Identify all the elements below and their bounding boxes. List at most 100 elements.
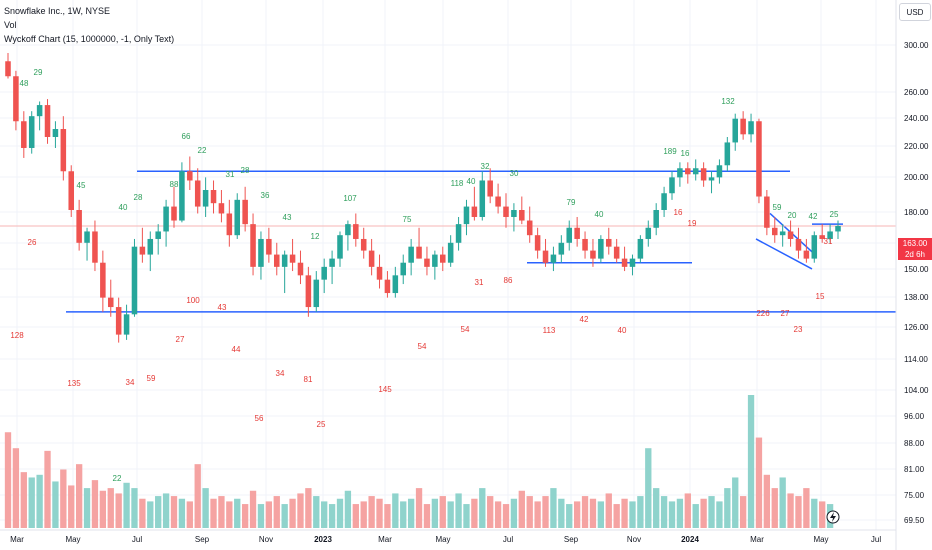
candle (558, 235, 565, 263)
candle-body (787, 231, 794, 239)
candle (234, 193, 241, 239)
wyckoff-label: 30 (510, 169, 519, 178)
last-price-tag: 163.00 (898, 238, 932, 249)
volume-bar (368, 496, 375, 528)
candle (273, 242, 280, 276)
candle (519, 196, 525, 225)
indicator-legend[interactable]: Wyckoff Chart (15, 1000000, -1, Only Tex… (4, 34, 175, 44)
wyckoff-label: 43 (218, 303, 227, 312)
symbol-title[interactable]: Snowflake Inc., 1W, NYSE (4, 6, 111, 16)
time-tick-label: 2024 (681, 535, 699, 544)
candle-body (432, 254, 438, 267)
candle-body (708, 177, 715, 181)
price-tick-label: 220.00 (904, 142, 929, 151)
candle (732, 113, 739, 151)
candle (147, 231, 154, 272)
candle (321, 258, 327, 294)
volume-bar (249, 490, 257, 528)
candle (795, 227, 802, 259)
wyckoff-label: 45 (77, 181, 86, 190)
candle (708, 171, 715, 194)
candle (487, 168, 493, 204)
candle (329, 250, 335, 285)
candle-body (471, 206, 478, 217)
candle (779, 224, 786, 247)
volume-bar (186, 501, 193, 528)
candle-body (100, 262, 106, 298)
price-axis: 300.00 260.00 240.00 220.00 200.00 180.00 150.… (895, 0, 929, 550)
candle-body (305, 275, 312, 308)
volume-bar (819, 501, 826, 528)
volume-bar (305, 488, 312, 528)
candle-body (171, 206, 177, 221)
wyckoff-label: 59 (773, 203, 782, 212)
candle (194, 168, 201, 214)
candle (764, 189, 770, 236)
candle-body (408, 246, 414, 263)
volume-bar (550, 488, 557, 528)
volume-bar (605, 493, 612, 528)
candle-body (187, 171, 193, 181)
price-tick-label: 114.00 (904, 355, 928, 364)
candle-body (337, 235, 343, 259)
wyckoff-label: 226 (756, 309, 770, 318)
volume-bar (162, 493, 170, 528)
volume-bar (613, 504, 620, 528)
candle-body (289, 254, 296, 263)
volume-bar (313, 496, 320, 528)
price-tick-label: 126.00 (904, 323, 929, 332)
candle-body (273, 254, 280, 267)
time-tick-label: May (435, 535, 450, 544)
candle-body (692, 168, 699, 175)
candle-body (416, 246, 422, 259)
candle (289, 238, 296, 272)
wyckoff-label: 42 (809, 212, 818, 221)
candle (511, 203, 517, 232)
candle (811, 231, 818, 263)
candle-body (194, 180, 201, 207)
wyckoff-label: 16 (681, 149, 690, 158)
candle (661, 186, 667, 217)
candle-body (519, 210, 525, 221)
candle-body (123, 314, 130, 335)
volume-bar (455, 493, 462, 528)
candle (700, 162, 707, 187)
volume-bar (376, 498, 383, 528)
currency-button[interactable]: USD (899, 3, 931, 21)
candle-body (779, 231, 786, 236)
volume-bar (68, 485, 75, 528)
volume-bar (281, 504, 288, 528)
volume-bar (384, 504, 391, 528)
volume-bar (526, 496, 533, 528)
candle (740, 111, 746, 140)
wyckoff-label: 44 (232, 345, 241, 354)
volume-bar (407, 498, 415, 528)
volume-bar (463, 504, 470, 528)
candle (242, 186, 248, 232)
candle (281, 250, 288, 294)
volume-bar (328, 504, 336, 528)
candle (542, 238, 549, 267)
candle-body (321, 266, 327, 280)
candle-body (487, 180, 493, 197)
candle (629, 254, 636, 276)
wyckoff-label: 22 (113, 474, 122, 483)
volume-bar (747, 395, 755, 528)
candle-body (266, 238, 272, 255)
time-tick-label: Mar (10, 535, 24, 544)
candle (202, 177, 209, 217)
candle-body (242, 199, 248, 225)
volume-bar (123, 482, 130, 528)
price-tick-label: 104.00 (904, 386, 929, 395)
time-tick-label: May (813, 535, 828, 544)
volume-bar (566, 504, 573, 528)
candle (100, 250, 106, 312)
candle-body (147, 238, 154, 255)
volume-bar (645, 448, 652, 528)
candle (163, 199, 169, 247)
candle (60, 116, 67, 181)
volume-legend[interactable]: Vol (4, 20, 17, 30)
candle (819, 224, 825, 243)
candle (210, 180, 217, 214)
